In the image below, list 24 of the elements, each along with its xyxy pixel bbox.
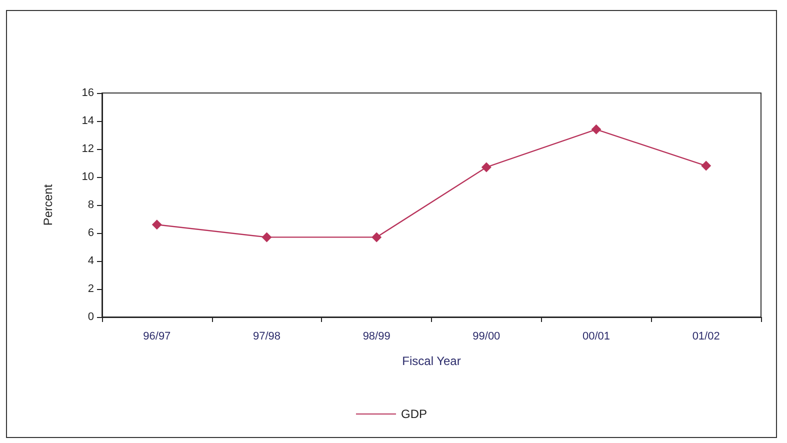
- x-tick-label: 96/97: [143, 330, 171, 342]
- x-tick-label: 99/00: [472, 330, 500, 342]
- y-tick-label: 16: [82, 87, 94, 99]
- x-tick-label: 98/99: [362, 330, 390, 342]
- point: [372, 232, 382, 242]
- y-tick-label: 12: [82, 143, 94, 155]
- x-tick-label: 97/98: [252, 330, 281, 342]
- point: [152, 220, 162, 230]
- x-tick-label: 01/02: [692, 330, 720, 342]
- point: [262, 232, 272, 242]
- point: [701, 160, 712, 171]
- y-tick-label: 6: [88, 227, 94, 239]
- point: [591, 124, 602, 134]
- y-tick-label: 8: [88, 199, 94, 211]
- legend-label: GDP: [401, 407, 428, 421]
- y-axis-title: Percent: [41, 184, 55, 226]
- point: [481, 162, 492, 172]
- y-tick-label: 2: [88, 283, 94, 295]
- y-tick-label: 14: [82, 115, 94, 127]
- x-tick-label: 00/01: [582, 330, 610, 342]
- y-tick-label: 0: [88, 311, 94, 323]
- y-tick-label: 4: [88, 255, 94, 267]
- y-tick-label: 10: [82, 171, 94, 183]
- x-axis-title: Fiscal Year: [402, 354, 461, 368]
